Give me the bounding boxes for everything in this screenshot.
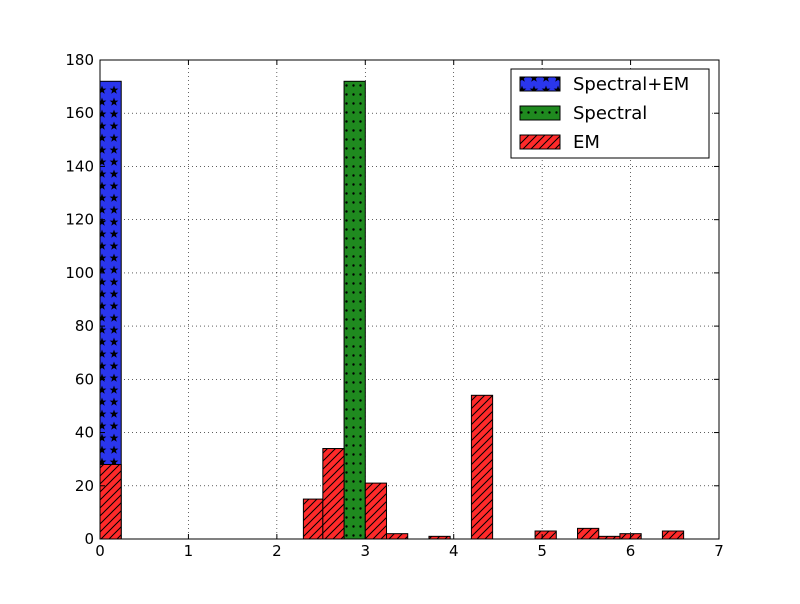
x-tick-label: 0 — [95, 542, 105, 560]
legend-entry: Spectral+EM — [519, 74, 689, 95]
bar-hatch — [364, 482, 388, 540]
y-tick-label: 180 — [65, 51, 94, 69]
bar-hatch — [470, 394, 494, 540]
x-tick-label: 4 — [449, 542, 459, 560]
bar-spectral — [343, 80, 366, 540]
bar-em — [302, 498, 324, 540]
legend-label: Spectral+EM — [573, 74, 689, 95]
legend-swatch — [519, 105, 561, 121]
bar-hatch — [99, 463, 122, 540]
legend-entry: EM — [519, 132, 600, 153]
y-tick-label: 120 — [65, 211, 94, 229]
legend: Spectral+EM Spectral EM — [510, 68, 710, 159]
bar-hatch — [577, 527, 600, 540]
y-tick-label: 140 — [65, 157, 94, 175]
x-tick-label: 3 — [361, 542, 371, 560]
bar-em — [661, 530, 685, 540]
bar-em — [386, 533, 409, 540]
legend-swatch — [519, 76, 561, 92]
bar-em — [470, 394, 494, 540]
y-tick-label: 0 — [84, 530, 94, 548]
axes-frame — [99, 59, 720, 540]
y-tick-label: 40 — [75, 424, 94, 442]
bars — [99, 80, 685, 540]
x-tick-label: 7 — [714, 542, 724, 560]
y-tick-label: 80 — [75, 317, 94, 335]
bar-em — [322, 448, 345, 540]
y-tick-label: 100 — [65, 264, 94, 282]
legend-label: Spectral — [573, 103, 647, 124]
bar-hatch — [343, 80, 366, 540]
x-tick-label: 2 — [272, 542, 282, 560]
bar-hatch — [322, 448, 345, 540]
x-tick-label: 1 — [184, 542, 194, 560]
bar-em — [364, 482, 388, 540]
bar-em — [99, 463, 122, 540]
legend-swatch — [519, 134, 561, 150]
x-tick-label: 6 — [626, 542, 636, 560]
axis-ticks: 0 1 2 3 4 5 6 7 0 20 40 60 80 100 120 140 160 180 — [65, 51, 723, 560]
y-tick-label: 20 — [75, 477, 94, 495]
bar-hatch — [302, 498, 324, 540]
bar-hatch — [661, 530, 685, 540]
bar-hatch — [534, 530, 557, 540]
bar-em — [534, 530, 557, 540]
x-tick-label: 5 — [537, 542, 547, 560]
y-tick-label: 160 — [65, 104, 94, 122]
y-tick-label: 60 — [75, 370, 94, 388]
bar-hatch — [386, 533, 409, 540]
legend-entry: Spectral — [519, 103, 647, 124]
bar-em — [577, 527, 600, 540]
legend-label: EM — [573, 132, 600, 153]
